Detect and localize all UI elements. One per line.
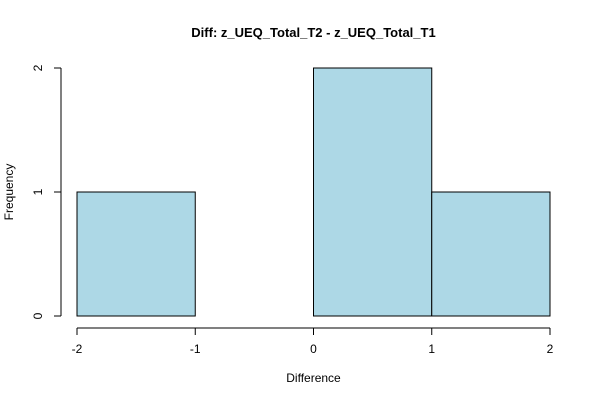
y-tick-label-2: 2 [31,64,45,71]
histogram-bar-3 [431,191,551,317]
x-axis-label: Difference [286,371,341,385]
x-tick-label-0: -2 [72,342,83,356]
x-tick-label-1: -1 [190,342,201,356]
histogram-bar-0 [76,191,196,317]
x-tick-label-2: 0 [310,342,317,356]
x-tick-label-3: 1 [428,342,435,356]
chart-title: Diff: z_UEQ_Total_T2 - z_UEQ_Total_T1 [191,25,435,40]
histogram-bar-2 [313,67,433,317]
x-tick-label-4: 2 [547,342,554,356]
y-axis-label: Frequency [2,164,16,221]
y-axis: 0 1 2 [31,64,62,319]
y-tick-label-1: 1 [31,188,45,195]
bars-group [76,67,551,317]
x-axis: -2 -1 0 1 2 [72,327,554,356]
y-tick-label-0: 0 [31,312,45,319]
